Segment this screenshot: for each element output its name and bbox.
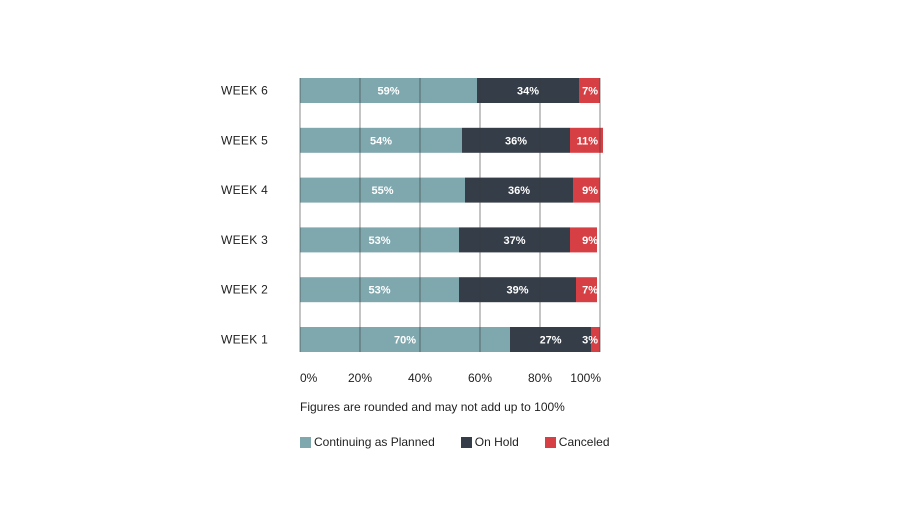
gridlines <box>299 78 601 352</box>
legend-swatch-canceled <box>544 436 556 448</box>
tick-label: 100% <box>570 371 601 385</box>
bar-segment <box>510 327 591 352</box>
legend-item-continuing: Continuing as Planned <box>300 435 435 449</box>
bar-segment <box>459 227 570 253</box>
data-label: 7% <box>582 86 598 98</box>
chart-footnote: Figures are rounded and may not add up t… <box>300 400 565 414</box>
bar-segment <box>591 327 600 352</box>
tick-label: 20% <box>348 371 372 385</box>
bar-segment <box>570 127 603 153</box>
legend-swatch-on-hold <box>460 436 472 448</box>
data-label: 59% <box>377 86 399 98</box>
bar-segment <box>300 277 459 303</box>
data-label: 9% <box>582 185 598 197</box>
bar-segment <box>477 78 579 103</box>
data-label: 39% <box>506 285 528 297</box>
data-label: 7% <box>582 285 598 297</box>
legend-label-canceled: Canceled <box>558 435 610 449</box>
bar-segment <box>573 177 600 203</box>
data-label: 3% <box>582 335 598 347</box>
bar-segment <box>300 177 465 203</box>
chart-legend: Continuing as Planned On Hold Canceled <box>300 435 610 449</box>
data-label: 34% <box>517 86 539 98</box>
category-label: WEEK 3 <box>221 233 268 247</box>
category-label: WEEK 2 <box>221 283 268 297</box>
bar-segment <box>465 177 573 203</box>
bar-segment <box>300 127 462 153</box>
data-label: 53% <box>368 235 390 247</box>
bar-segment <box>300 227 459 253</box>
category-label: WEEK 4 <box>221 183 268 197</box>
data-label: 36% <box>508 185 530 197</box>
category-label: WEEK 1 <box>221 333 268 347</box>
tick-label: 80% <box>528 371 552 385</box>
legend-label-on-hold: On Hold <box>474 435 519 449</box>
bars: 59% 34% 7% 54% 36% 11% 55% 36% 9% 53% 37% 9% 53% 39% 7… <box>300 78 603 352</box>
bar-segment <box>570 227 597 253</box>
bar-segment <box>300 78 477 103</box>
tick-label: 60% <box>468 371 492 385</box>
legend-label-continuing: Continuing as Planned <box>314 435 435 449</box>
data-label: 37% <box>503 235 525 247</box>
data-label: 9% <box>582 235 598 247</box>
data-label: 27% <box>539 335 561 347</box>
data-label: 70% <box>394 335 416 347</box>
tick-label: 0% <box>300 371 318 385</box>
bar-segment <box>300 327 510 352</box>
data-label: 53% <box>368 285 390 297</box>
bar-segment <box>576 277 597 303</box>
legend-swatch-continuing <box>300 436 311 448</box>
data-label: 54% <box>370 135 392 147</box>
data-label: 36% <box>505 135 527 147</box>
legend-item-on-hold: On Hold <box>460 435 519 449</box>
bar-segment <box>459 277 576 303</box>
legend-item-canceled: Canceled <box>544 435 610 449</box>
bar-segment <box>579 78 600 103</box>
data-label: 55% <box>371 185 393 197</box>
data-label: 11% <box>577 135 599 147</box>
x-axis-ticks: 0% 20% 40% 60% 80% 100% <box>300 371 601 385</box>
category-label: WEEK 5 <box>221 133 268 147</box>
tick-label: 40% <box>408 371 432 385</box>
category-label: WEEK 6 <box>221 84 268 98</box>
